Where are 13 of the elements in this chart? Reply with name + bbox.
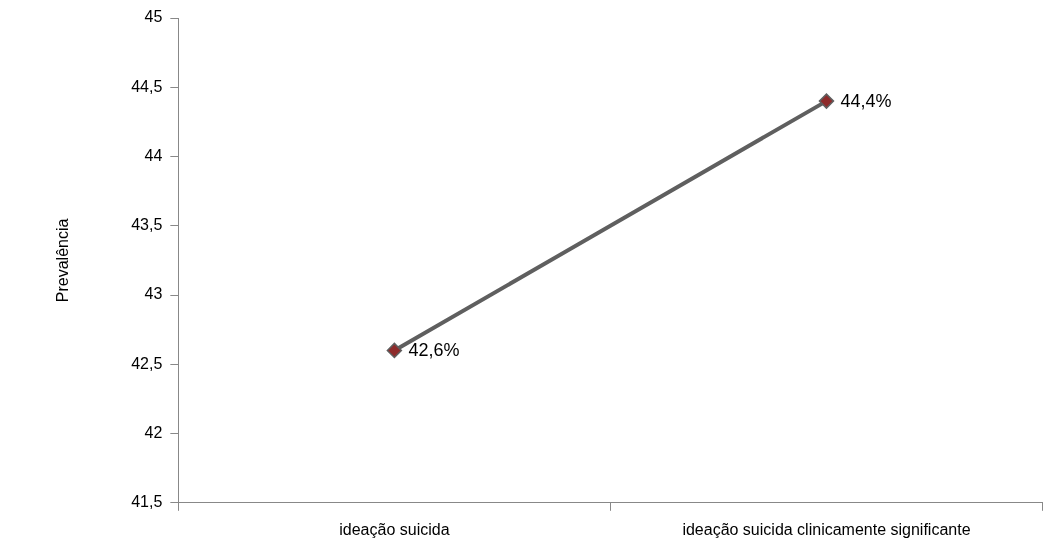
- data-label: 44,4%: [840, 91, 892, 112]
- x-tick-label: ideação suicida: [339, 520, 450, 538]
- y-tick-label: 43,5: [131, 216, 163, 234]
- y-tick-label: 44,5: [131, 77, 163, 95]
- y-tick-label: 42: [144, 423, 163, 441]
- x-tick-label: ideação suicida clinicamente significante: [682, 520, 971, 538]
- y-tick-label: 45: [144, 8, 163, 26]
- data-label: 42,6%: [408, 340, 460, 361]
- y-axis-title: Prevalência: [54, 218, 72, 303]
- y-tick-label: 42,5: [131, 354, 163, 372]
- y-tick-label: 44: [144, 146, 163, 164]
- y-tick-label: 43: [144, 285, 163, 303]
- y-tick-label: 41,5: [131, 493, 163, 511]
